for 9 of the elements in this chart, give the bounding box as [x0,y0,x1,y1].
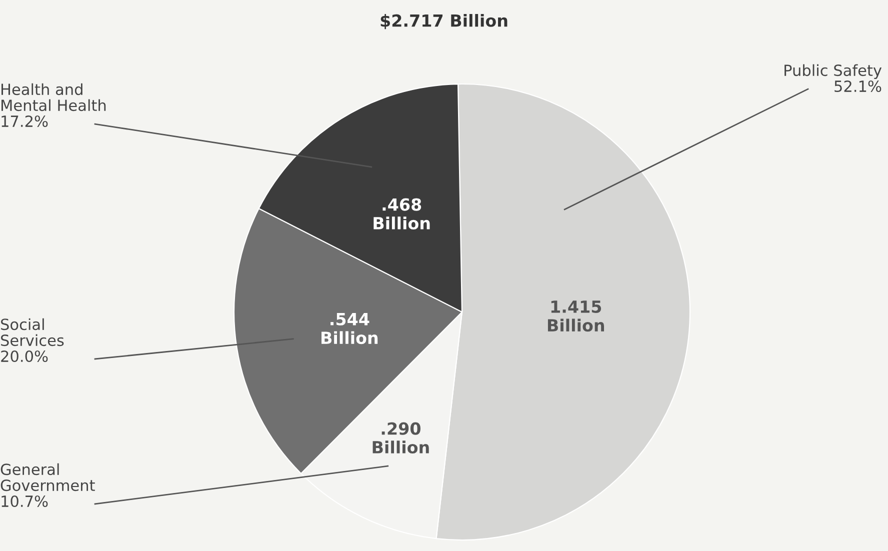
data-label: 1.415 Billion [548,300,604,332]
data-label: .468 Billion [374,198,430,230]
slice-label: Health and Mental Health 17.2% [2,83,106,128]
chart-title: $2.717 Billion [380,14,508,30]
slice-label: Public Safety 52.1% [784,64,882,92]
slice-label: General Government 10.7% [0,463,95,508]
data-label: .544 Billion [322,313,378,344]
data-label: .290 Billion [372,422,429,454]
slice-label: Social Services 20.0% [1,318,64,362]
